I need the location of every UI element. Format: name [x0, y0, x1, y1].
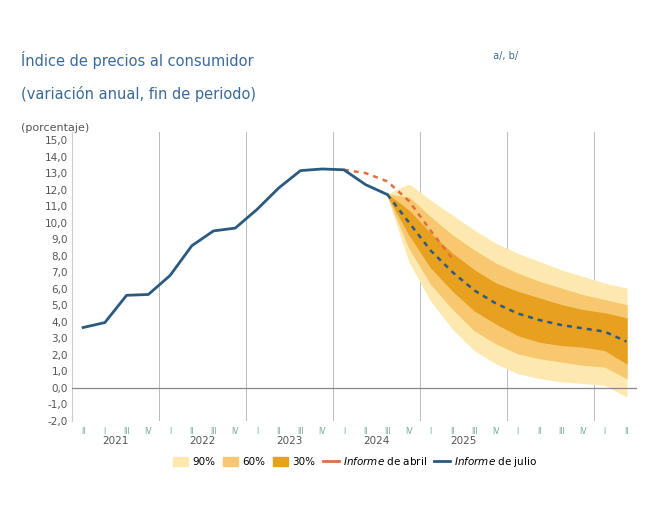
Text: I: I	[343, 427, 345, 436]
Text: IV: IV	[145, 427, 152, 436]
Text: II: II	[277, 427, 281, 436]
Text: a/, b/: a/, b/	[490, 51, 518, 61]
Text: IV: IV	[405, 427, 413, 436]
Text: III: III	[210, 427, 217, 436]
Text: IV: IV	[319, 427, 326, 436]
Text: IV: IV	[579, 427, 587, 436]
Text: II: II	[363, 427, 368, 436]
Text: III: III	[471, 427, 478, 436]
Text: I: I	[430, 427, 432, 436]
Text: I: I	[256, 427, 258, 436]
Text: II: II	[81, 427, 85, 436]
Text: III: III	[297, 427, 304, 436]
Text: III: III	[384, 427, 391, 436]
Text: I: I	[604, 427, 606, 436]
Text: II: II	[537, 427, 542, 436]
Text: II: II	[189, 427, 194, 436]
Text: IV: IV	[231, 427, 239, 436]
Text: III: III	[558, 427, 564, 436]
Text: 2023: 2023	[277, 436, 303, 446]
Text: I: I	[104, 427, 106, 436]
Text: II: II	[624, 427, 629, 436]
Text: II: II	[450, 427, 455, 436]
Text: 2025: 2025	[450, 436, 476, 446]
Text: IV: IV	[492, 427, 500, 436]
Text: 2024: 2024	[363, 436, 390, 446]
Text: Índice de precios al consumidor: Índice de precios al consumidor	[22, 51, 254, 69]
Text: (porcentaje): (porcentaje)	[22, 123, 89, 133]
Text: I: I	[516, 427, 519, 436]
Text: (variación anual, fin de periodo): (variación anual, fin de periodo)	[22, 86, 256, 101]
Text: 2022: 2022	[189, 436, 216, 446]
Text: I: I	[169, 427, 171, 436]
Text: III: III	[124, 427, 130, 436]
Legend: 90%, 60%, 30%, $\it{Informe}$ de abril, $\it{Informe}$ de julio: 90%, 60%, 30%, $\it{Informe}$ de abril, …	[168, 451, 541, 474]
Text: 2021: 2021	[102, 436, 129, 446]
